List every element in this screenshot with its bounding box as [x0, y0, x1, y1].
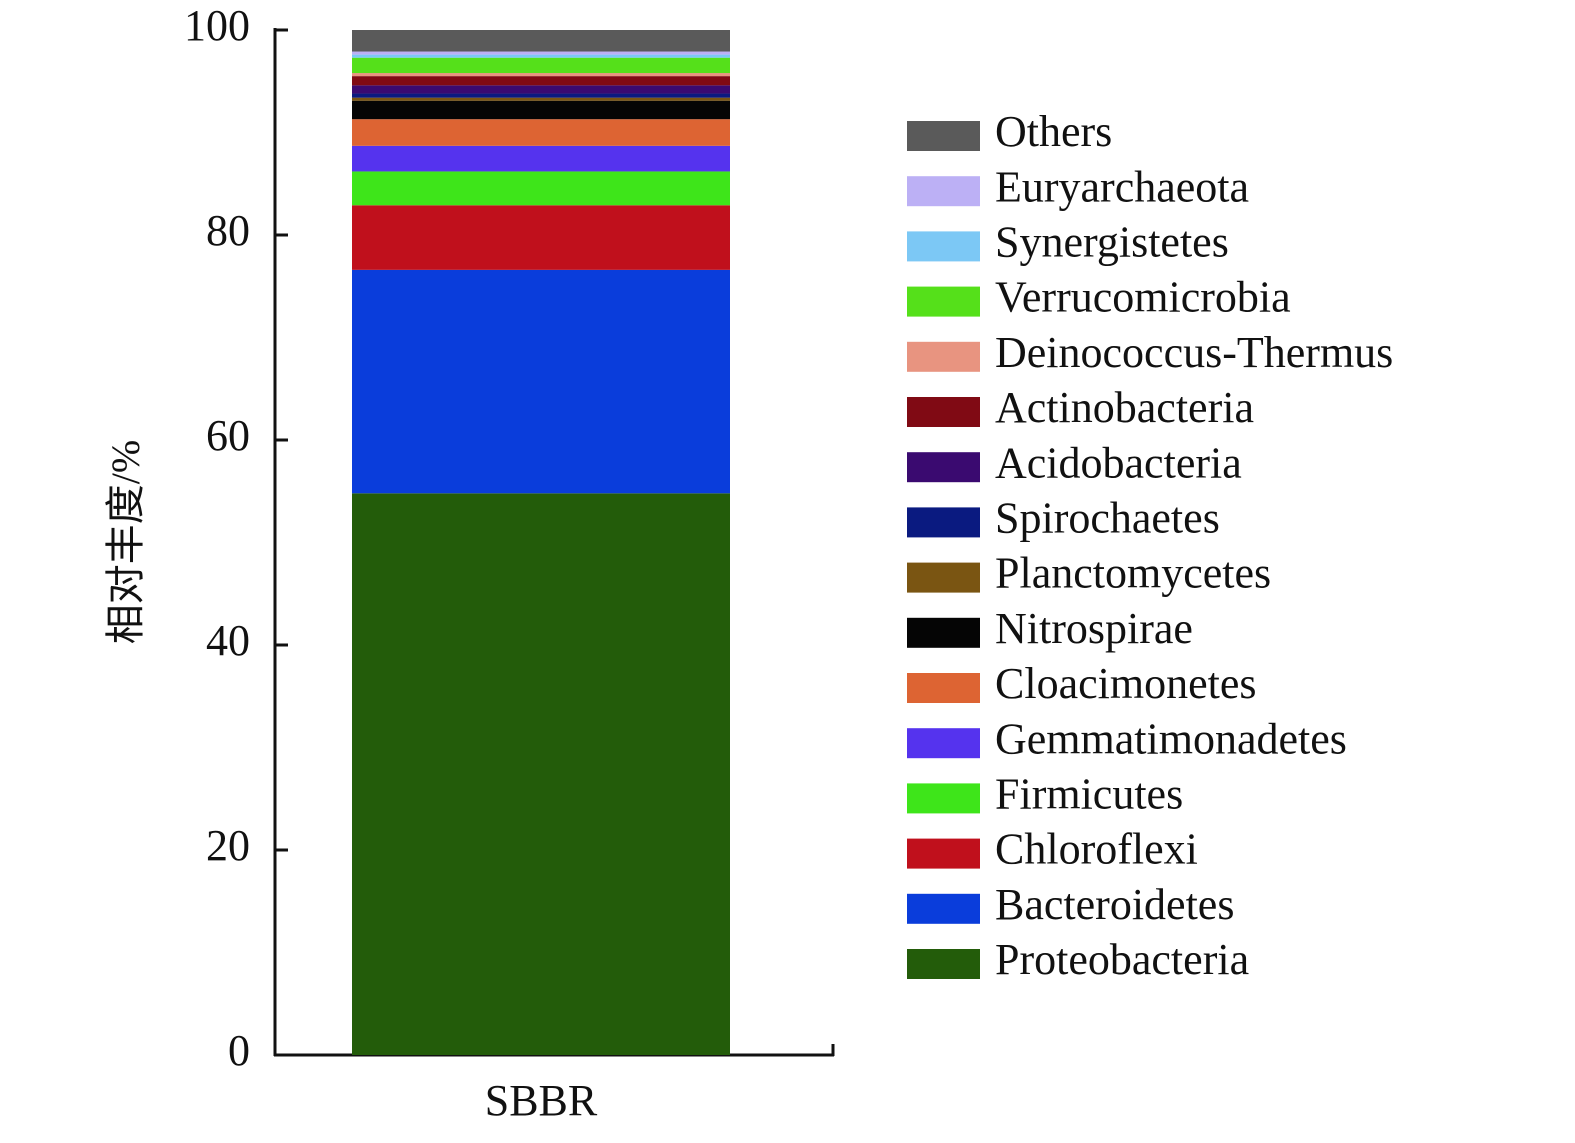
bar-segment [352, 73, 730, 77]
bar-segment [352, 493, 730, 1055]
legend-label: Proteobacteria [995, 935, 1249, 984]
bar-segment [352, 97, 730, 101]
legend-label: Synergistetes [995, 217, 1229, 266]
legend-label: Verrucomicrobia [995, 273, 1291, 322]
legend-swatch [907, 617, 980, 648]
legend-swatch [907, 949, 980, 979]
legend-swatch [907, 728, 980, 759]
legend-swatch [907, 507, 980, 538]
bar-segment [352, 51, 730, 55]
bar-segment [352, 145, 730, 172]
legend-label: Spirochaetes [995, 493, 1220, 542]
y-axis-label: 相对丰度/% [103, 440, 148, 644]
y-tick-label: 20 [206, 821, 250, 870]
legend-label: Euryarchaeota [995, 162, 1249, 211]
legend-swatch [907, 176, 980, 207]
legend-label: Nitrospirae [995, 604, 1193, 653]
legend-swatch [907, 231, 980, 262]
legend-label: Planctomycetes [995, 549, 1271, 598]
legend-swatch [907, 121, 980, 151]
y-tick-label: 100 [184, 1, 250, 50]
bar-segment [352, 30, 730, 52]
legend-label: Deinococcus-Thermus [995, 328, 1393, 377]
bar-segment [352, 205, 730, 270]
y-tick-label: 80 [206, 206, 250, 255]
bar-segment [352, 57, 730, 74]
legend-swatch [907, 286, 980, 317]
legend-label: Others [995, 107, 1112, 156]
legend-label: Bacteroidetes [995, 880, 1234, 929]
bar-segment [352, 76, 730, 86]
legend-label: Chloroflexi [995, 825, 1198, 874]
y-tick-label: 0 [228, 1026, 250, 1075]
legend-label: Cloacimonetes [995, 659, 1257, 708]
legend-label: Acidobacteria [995, 438, 1242, 487]
legend-swatch [907, 838, 980, 869]
legend-label: Firmicutes [995, 769, 1183, 818]
y-tick-label: 40 [206, 616, 250, 665]
legend-swatch [907, 397, 980, 427]
bar-segment [352, 119, 730, 146]
legend-swatch [907, 452, 980, 483]
legend-label: Gemmatimonadetes [995, 714, 1347, 763]
bar-segment [352, 54, 730, 58]
bar-segment [352, 171, 730, 206]
bar-segment [352, 93, 730, 98]
legend-swatch [907, 893, 980, 924]
x-tick-label: SBBR [485, 1076, 598, 1125]
legend-swatch [907, 341, 980, 372]
bar-segment [352, 85, 730, 94]
y-tick-label: 60 [206, 411, 250, 460]
legend-swatch [907, 783, 980, 814]
legend-label: Actinobacteria [995, 383, 1254, 432]
legend-swatch [907, 562, 980, 593]
legend-swatch [907, 673, 980, 703]
bar-segment [352, 100, 730, 120]
bar-segment [352, 269, 730, 494]
